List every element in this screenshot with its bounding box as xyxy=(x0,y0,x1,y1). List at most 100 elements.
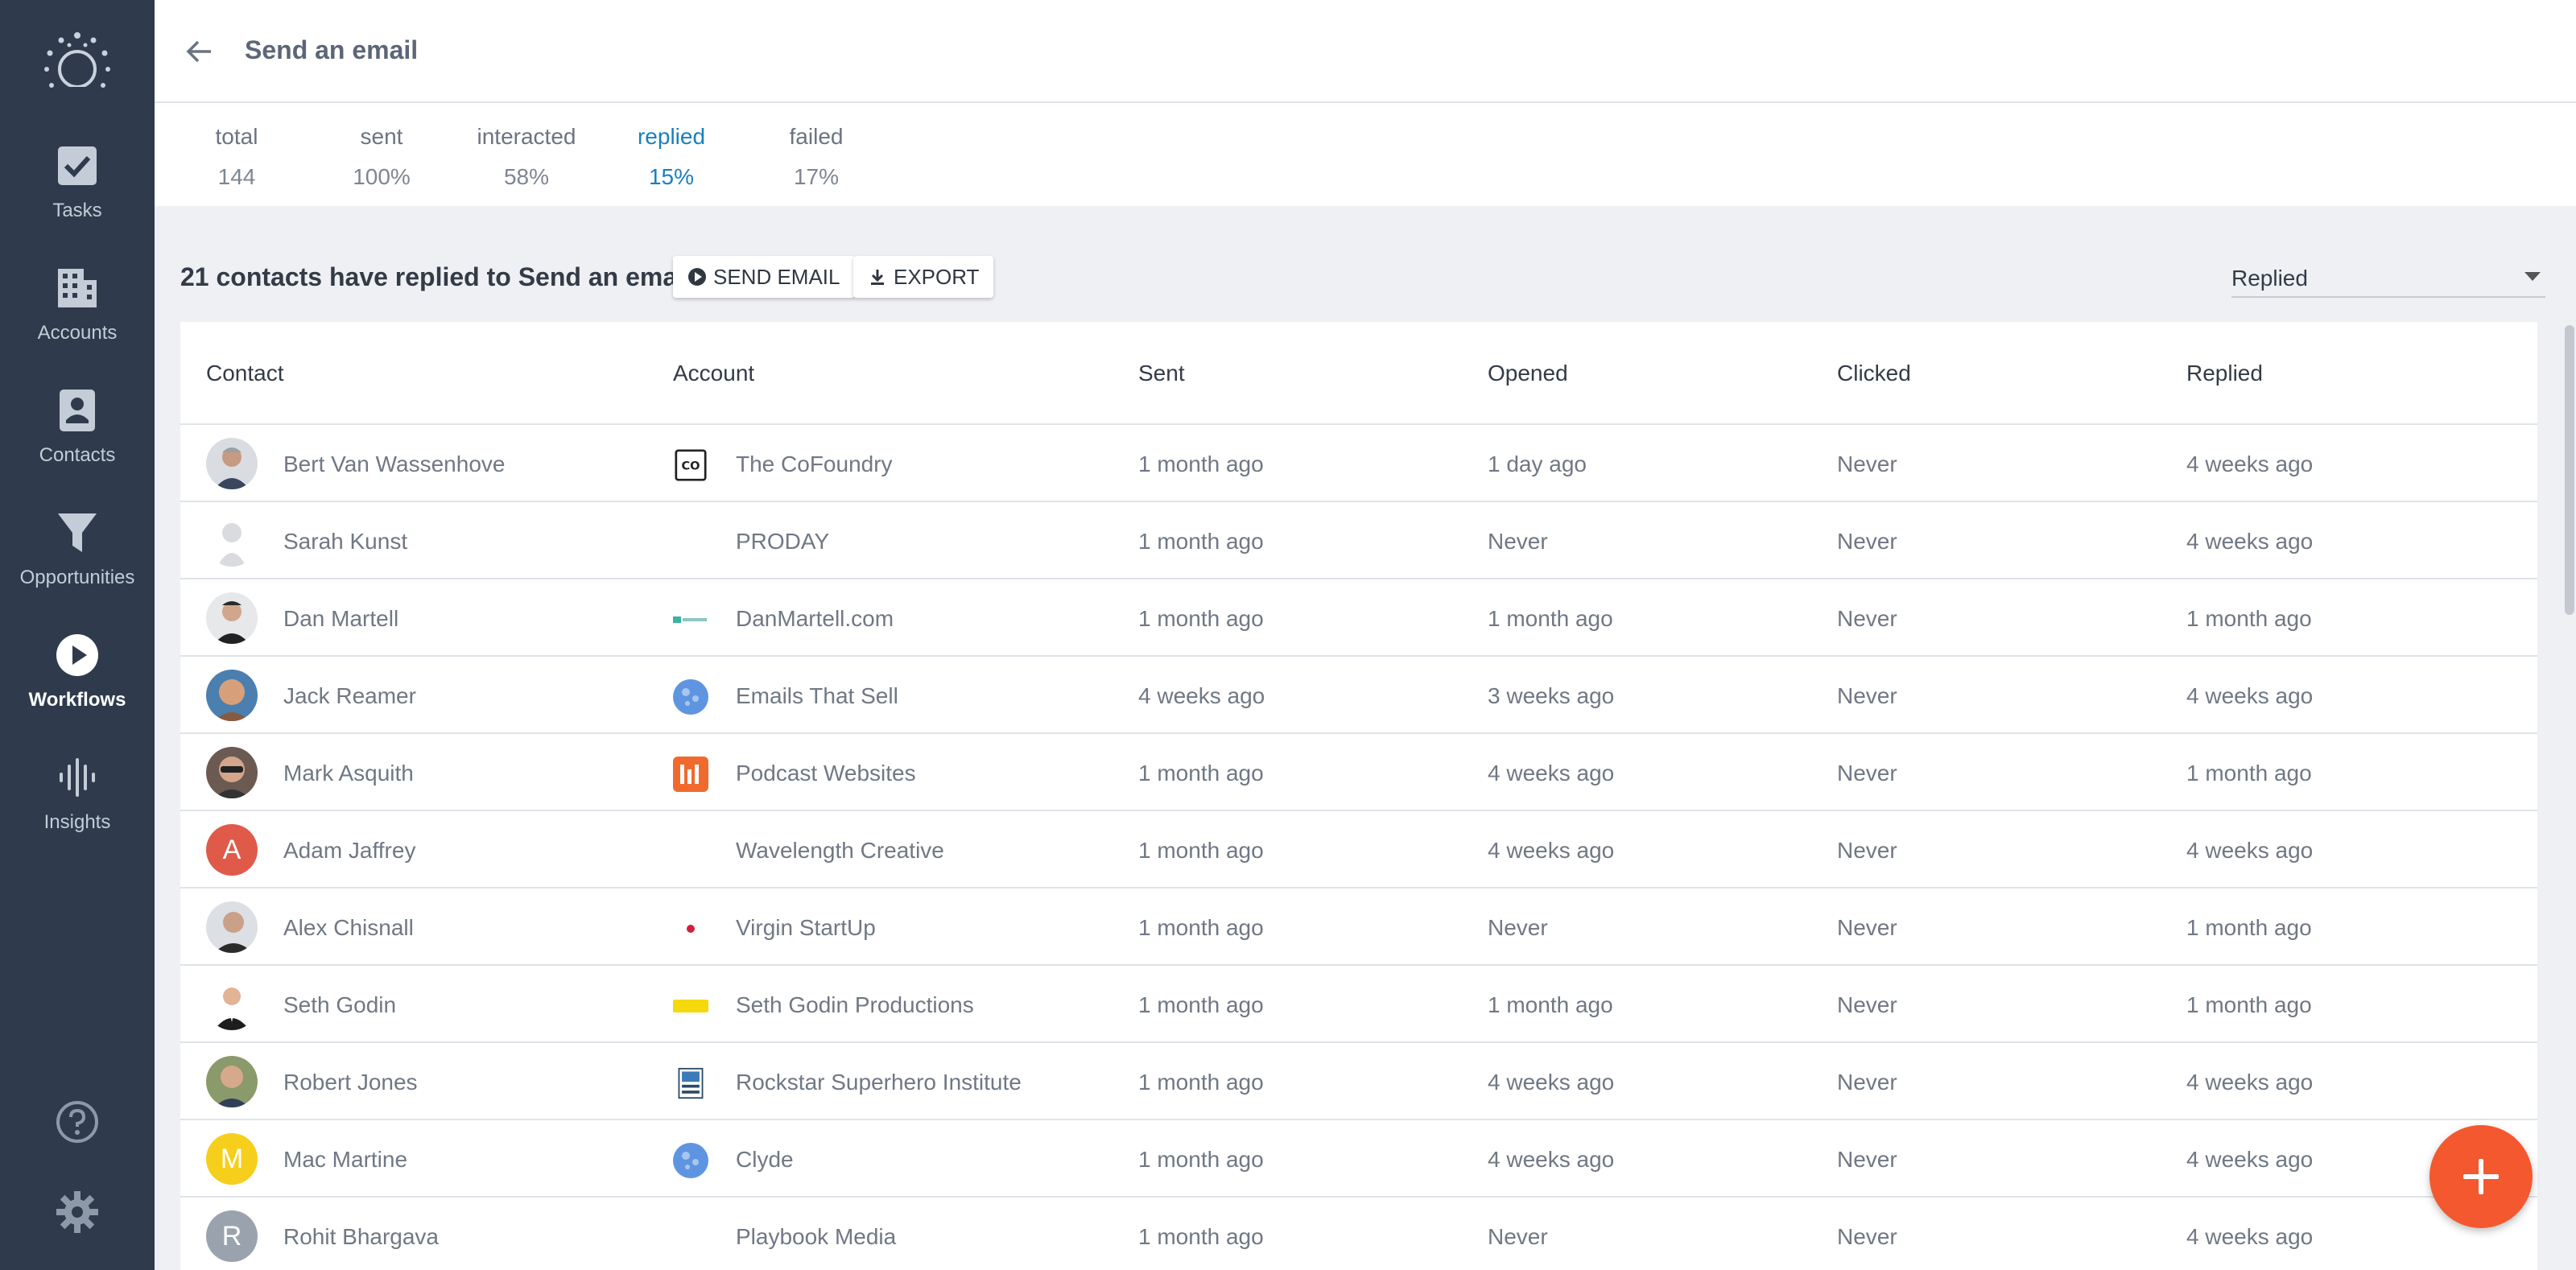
status-filter-select[interactable]: Replied xyxy=(2231,261,2545,298)
replied-time: 1 month ago xyxy=(2186,606,2312,631)
contact-name[interactable]: Jack Reamer xyxy=(283,683,416,708)
export-button[interactable]: EXPORT xyxy=(853,256,994,298)
clicked-time: Never xyxy=(1837,1070,1897,1095)
sidebar-item-opportunities[interactable]: Opportunities xyxy=(0,510,155,615)
top-bar: Send an email xyxy=(155,0,2576,103)
sent-time: 1 month ago xyxy=(1138,1070,1264,1095)
sidebar-item-workflows[interactable]: Workflows xyxy=(0,633,155,737)
tasks-checkbox-icon xyxy=(58,146,97,185)
contact-name[interactable]: Robert Jones xyxy=(283,1070,418,1095)
table-row[interactable]: Robert Jones Rockstar Superhero Institut… xyxy=(180,1043,2537,1120)
contact-name[interactable]: Bert Van Wassenhove xyxy=(283,452,506,476)
avatar-initial: A xyxy=(206,824,258,876)
contact-name[interactable]: Sarah Kunst xyxy=(283,529,408,554)
account-name[interactable]: Clyde xyxy=(736,1147,794,1172)
table-row[interactable]: Alex Chisnall Virgin StartUp 1 month ago… xyxy=(180,889,2537,966)
account-name[interactable]: Rockstar Superhero Institute xyxy=(736,1070,1022,1095)
column-header-account[interactable]: Account xyxy=(673,361,755,386)
column-header-opened[interactable]: Opened xyxy=(1488,361,1568,386)
account-name[interactable]: The CoFoundry xyxy=(736,452,893,476)
settings-gear-icon[interactable] xyxy=(55,1190,100,1235)
sent-time: 1 month ago xyxy=(1138,1224,1264,1249)
table-row[interactable]: R Rohit Bhargava Playbook Media 1 month … xyxy=(180,1198,2537,1270)
sidebar-item-label: Opportunities xyxy=(19,567,135,588)
stat-value: 58% xyxy=(503,164,550,189)
contact-name[interactable]: Mac Martine xyxy=(283,1147,408,1172)
stat-total[interactable]: total 144 xyxy=(164,124,309,190)
account-name[interactable]: Wavelength Creative xyxy=(736,838,944,863)
send-email-button[interactable]: SEND EMAIL xyxy=(673,256,855,298)
account-name[interactable]: Playbook Media xyxy=(736,1224,897,1249)
sidebar-item-label: Workflows xyxy=(28,689,126,711)
opened-time: 4 weeks ago xyxy=(1488,761,1615,786)
avatar-placeholder-icon xyxy=(206,515,258,567)
contact-name[interactable]: Dan Martell xyxy=(283,606,399,631)
stat-label: interacted xyxy=(477,124,576,149)
account-name[interactable]: Seth Godin Productions xyxy=(736,992,974,1017)
sidebar-item-tasks[interactable]: Tasks xyxy=(0,143,155,248)
contact-name[interactable]: Mark Asquith xyxy=(283,761,414,786)
help-icon[interactable] xyxy=(55,1099,100,1144)
stat-replied[interactable]: replied 15% xyxy=(599,124,744,190)
sidebar-item-accounts[interactable]: Accounts xyxy=(0,266,155,370)
back-arrow-icon[interactable] xyxy=(184,35,216,68)
opened-time: 1 month ago xyxy=(1488,992,1613,1017)
opened-time: 4 weeks ago xyxy=(1488,838,1615,863)
table-row[interactable]: Mark Asquith Podcast Websites 1 month ag… xyxy=(180,734,2537,811)
bars-icon xyxy=(60,758,95,797)
contact-name[interactable]: Rohit Bhargava xyxy=(283,1224,440,1249)
download-icon xyxy=(871,270,884,285)
table-row[interactable]: M Mac Martine Clyde 1 month ago 4 weeks … xyxy=(180,1120,2537,1198)
table-row[interactable]: Jack Reamer Emails That Sell 4 weeks ago… xyxy=(180,657,2537,734)
account-name[interactable]: DanMartell.com xyxy=(736,606,894,631)
contact-name[interactable]: Adam Jaffrey xyxy=(283,838,416,863)
sidebar-item-contacts[interactable]: Contacts xyxy=(0,388,155,493)
column-header-clicked[interactable]: Clicked xyxy=(1837,361,1911,386)
clicked-time: Never xyxy=(1837,761,1897,786)
replied-time: 4 weeks ago xyxy=(2186,1147,2314,1172)
column-header-replied[interactable]: Replied xyxy=(2186,361,2263,386)
stat-value: 144 xyxy=(217,164,256,189)
stat-interacted[interactable]: interacted 58% xyxy=(454,124,599,190)
table-row[interactable]: Bert Van Wassenhove CO The CoFoundry 1 m… xyxy=(180,425,2537,502)
scrollbar-thumb[interactable] xyxy=(2565,325,2574,615)
avatar-initial: M xyxy=(206,1133,258,1185)
sidebar-item-label: Accounts xyxy=(37,322,118,344)
clicked-time: Never xyxy=(1837,915,1897,940)
replied-time: 1 month ago xyxy=(2186,761,2312,786)
account-name[interactable]: Emails That Sell xyxy=(736,683,898,708)
table-row[interactable]: Seth Godin Seth Godin Productions 1 mont… xyxy=(180,966,2537,1043)
sidebar-item-insights[interactable]: Insights xyxy=(0,755,155,860)
account-name[interactable]: PRODAY xyxy=(736,529,830,554)
filter-value: Replied xyxy=(2231,266,2308,291)
clicked-time: Never xyxy=(1837,992,1897,1017)
column-header-sent[interactable]: Sent xyxy=(1138,361,1185,386)
table-row[interactable]: Dan Martell DanMartell.com 1 month ago 1… xyxy=(180,579,2537,657)
table-row[interactable]: Sarah Kunst PRODAY 1 month ago Never Nev… xyxy=(180,502,2537,579)
replied-time: 4 weeks ago xyxy=(2186,838,2314,863)
column-header-contact[interactable]: Contact xyxy=(206,361,284,386)
table-row[interactable]: A Adam Jaffrey Wavelength Creative 1 mon… xyxy=(180,811,2537,889)
stat-sent[interactable]: sent 100% xyxy=(309,124,454,190)
contact-card-icon xyxy=(60,390,95,431)
replied-time: 4 weeks ago xyxy=(2186,529,2314,554)
replied-summary: 21 contacts have replied to Send an emai… xyxy=(180,262,691,291)
contact-name[interactable]: Seth Godin xyxy=(283,992,397,1017)
sent-time: 1 month ago xyxy=(1138,992,1264,1017)
add-fab-button[interactable] xyxy=(2429,1125,2533,1228)
contact-name[interactable]: Alex Chisnall xyxy=(283,915,414,940)
account-logo xyxy=(673,911,708,946)
account-name[interactable]: Virgin StartUp xyxy=(736,915,876,940)
app-logo-icon[interactable] xyxy=(40,27,114,101)
replied-time: 4 weeks ago xyxy=(2186,683,2314,708)
clicked-time: Never xyxy=(1837,606,1897,631)
avatar xyxy=(206,747,258,798)
clicked-time: Never xyxy=(1837,838,1897,863)
stat-failed[interactable]: failed 17% xyxy=(744,124,889,190)
account-name[interactable]: Podcast Websites xyxy=(736,761,916,786)
svg-text:CO: CO xyxy=(681,460,700,472)
vertical-scrollbar[interactable] xyxy=(2563,322,2576,1270)
opened-time: Never xyxy=(1488,529,1548,554)
sidebar-item-label: Contacts xyxy=(39,444,116,466)
